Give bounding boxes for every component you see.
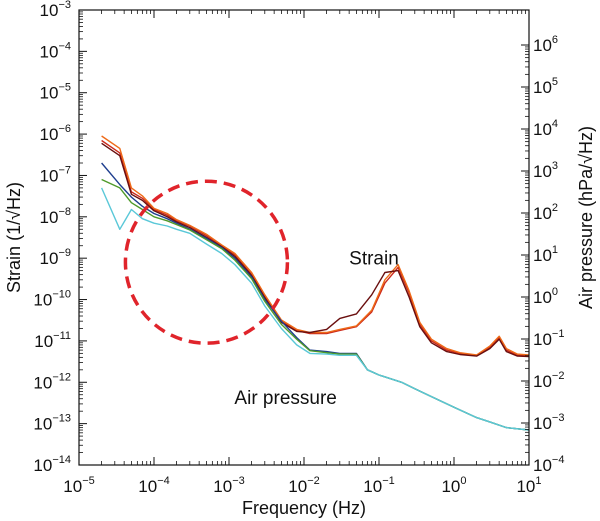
highlight-circle	[123, 179, 290, 345]
y-tick-label: 10−4	[40, 40, 71, 61]
x-axis-title: Frequency (Hz)	[242, 498, 366, 518]
x-tick-label: 10−3	[213, 475, 244, 496]
y2-tick-label: 102	[533, 202, 558, 223]
tick-layer	[78, 9, 530, 466]
y-tick-label: 10−7	[40, 164, 71, 185]
label-layer: 10−5 10−4 10−3 10−2 10−1 100 101 10−14 10−13 10−1…	[33, 0, 564, 496]
y-tick-label: 10−8	[40, 206, 71, 227]
x-tick-label: 10−2	[288, 475, 319, 496]
series-line-5	[100, 187, 529, 431]
y-tick-label: 10−6	[40, 123, 71, 144]
y2-tick-label: 105	[533, 76, 558, 97]
y-tick-label: 10−5	[40, 82, 71, 103]
y-tick-label: 10−9	[40, 247, 71, 268]
x-tick-label: 101	[516, 475, 541, 496]
y2-tick-label: 106	[533, 34, 558, 55]
y2-tick-label: 100	[533, 286, 558, 307]
series-layer	[100, 135, 529, 431]
series-line-2	[101, 142, 529, 358]
y2-tick-label: 10−1	[533, 328, 564, 349]
x-tick-label: 10−5	[63, 475, 94, 496]
y-tick-label: 10−14	[33, 454, 71, 475]
x-tick-label: 100	[441, 475, 466, 496]
y2-tick-label: 10−2	[533, 370, 564, 391]
y-tick-label: 10−3	[40, 0, 71, 20]
y2-tick-label: 101	[533, 244, 558, 265]
strain-annotation: Strain	[349, 249, 399, 270]
y-tick-label: 10−13	[33, 413, 71, 434]
air-pressure-annotation: Air pressure	[234, 388, 336, 409]
x-tick-label: 10−4	[138, 475, 169, 496]
y-axis-left-title: Strain (1/√Hz)	[4, 182, 24, 293]
x-tick-label: 10−1	[363, 475, 394, 496]
series-line-0	[101, 139, 529, 356]
y-tick-label: 10−10	[33, 289, 71, 310]
y2-tick-label: 10−3	[533, 412, 564, 433]
y2-tick-label: 104	[533, 118, 558, 139]
y-axis-right-title: Air pressure (hPa/√Hz)	[576, 126, 596, 309]
y2-tick-label: 10−4	[533, 454, 564, 475]
y-tick-label: 10−11	[34, 330, 71, 351]
y-tick-label: 10−12	[33, 371, 71, 392]
y2-tick-label: 103	[533, 160, 558, 181]
series-line-1	[101, 135, 529, 356]
